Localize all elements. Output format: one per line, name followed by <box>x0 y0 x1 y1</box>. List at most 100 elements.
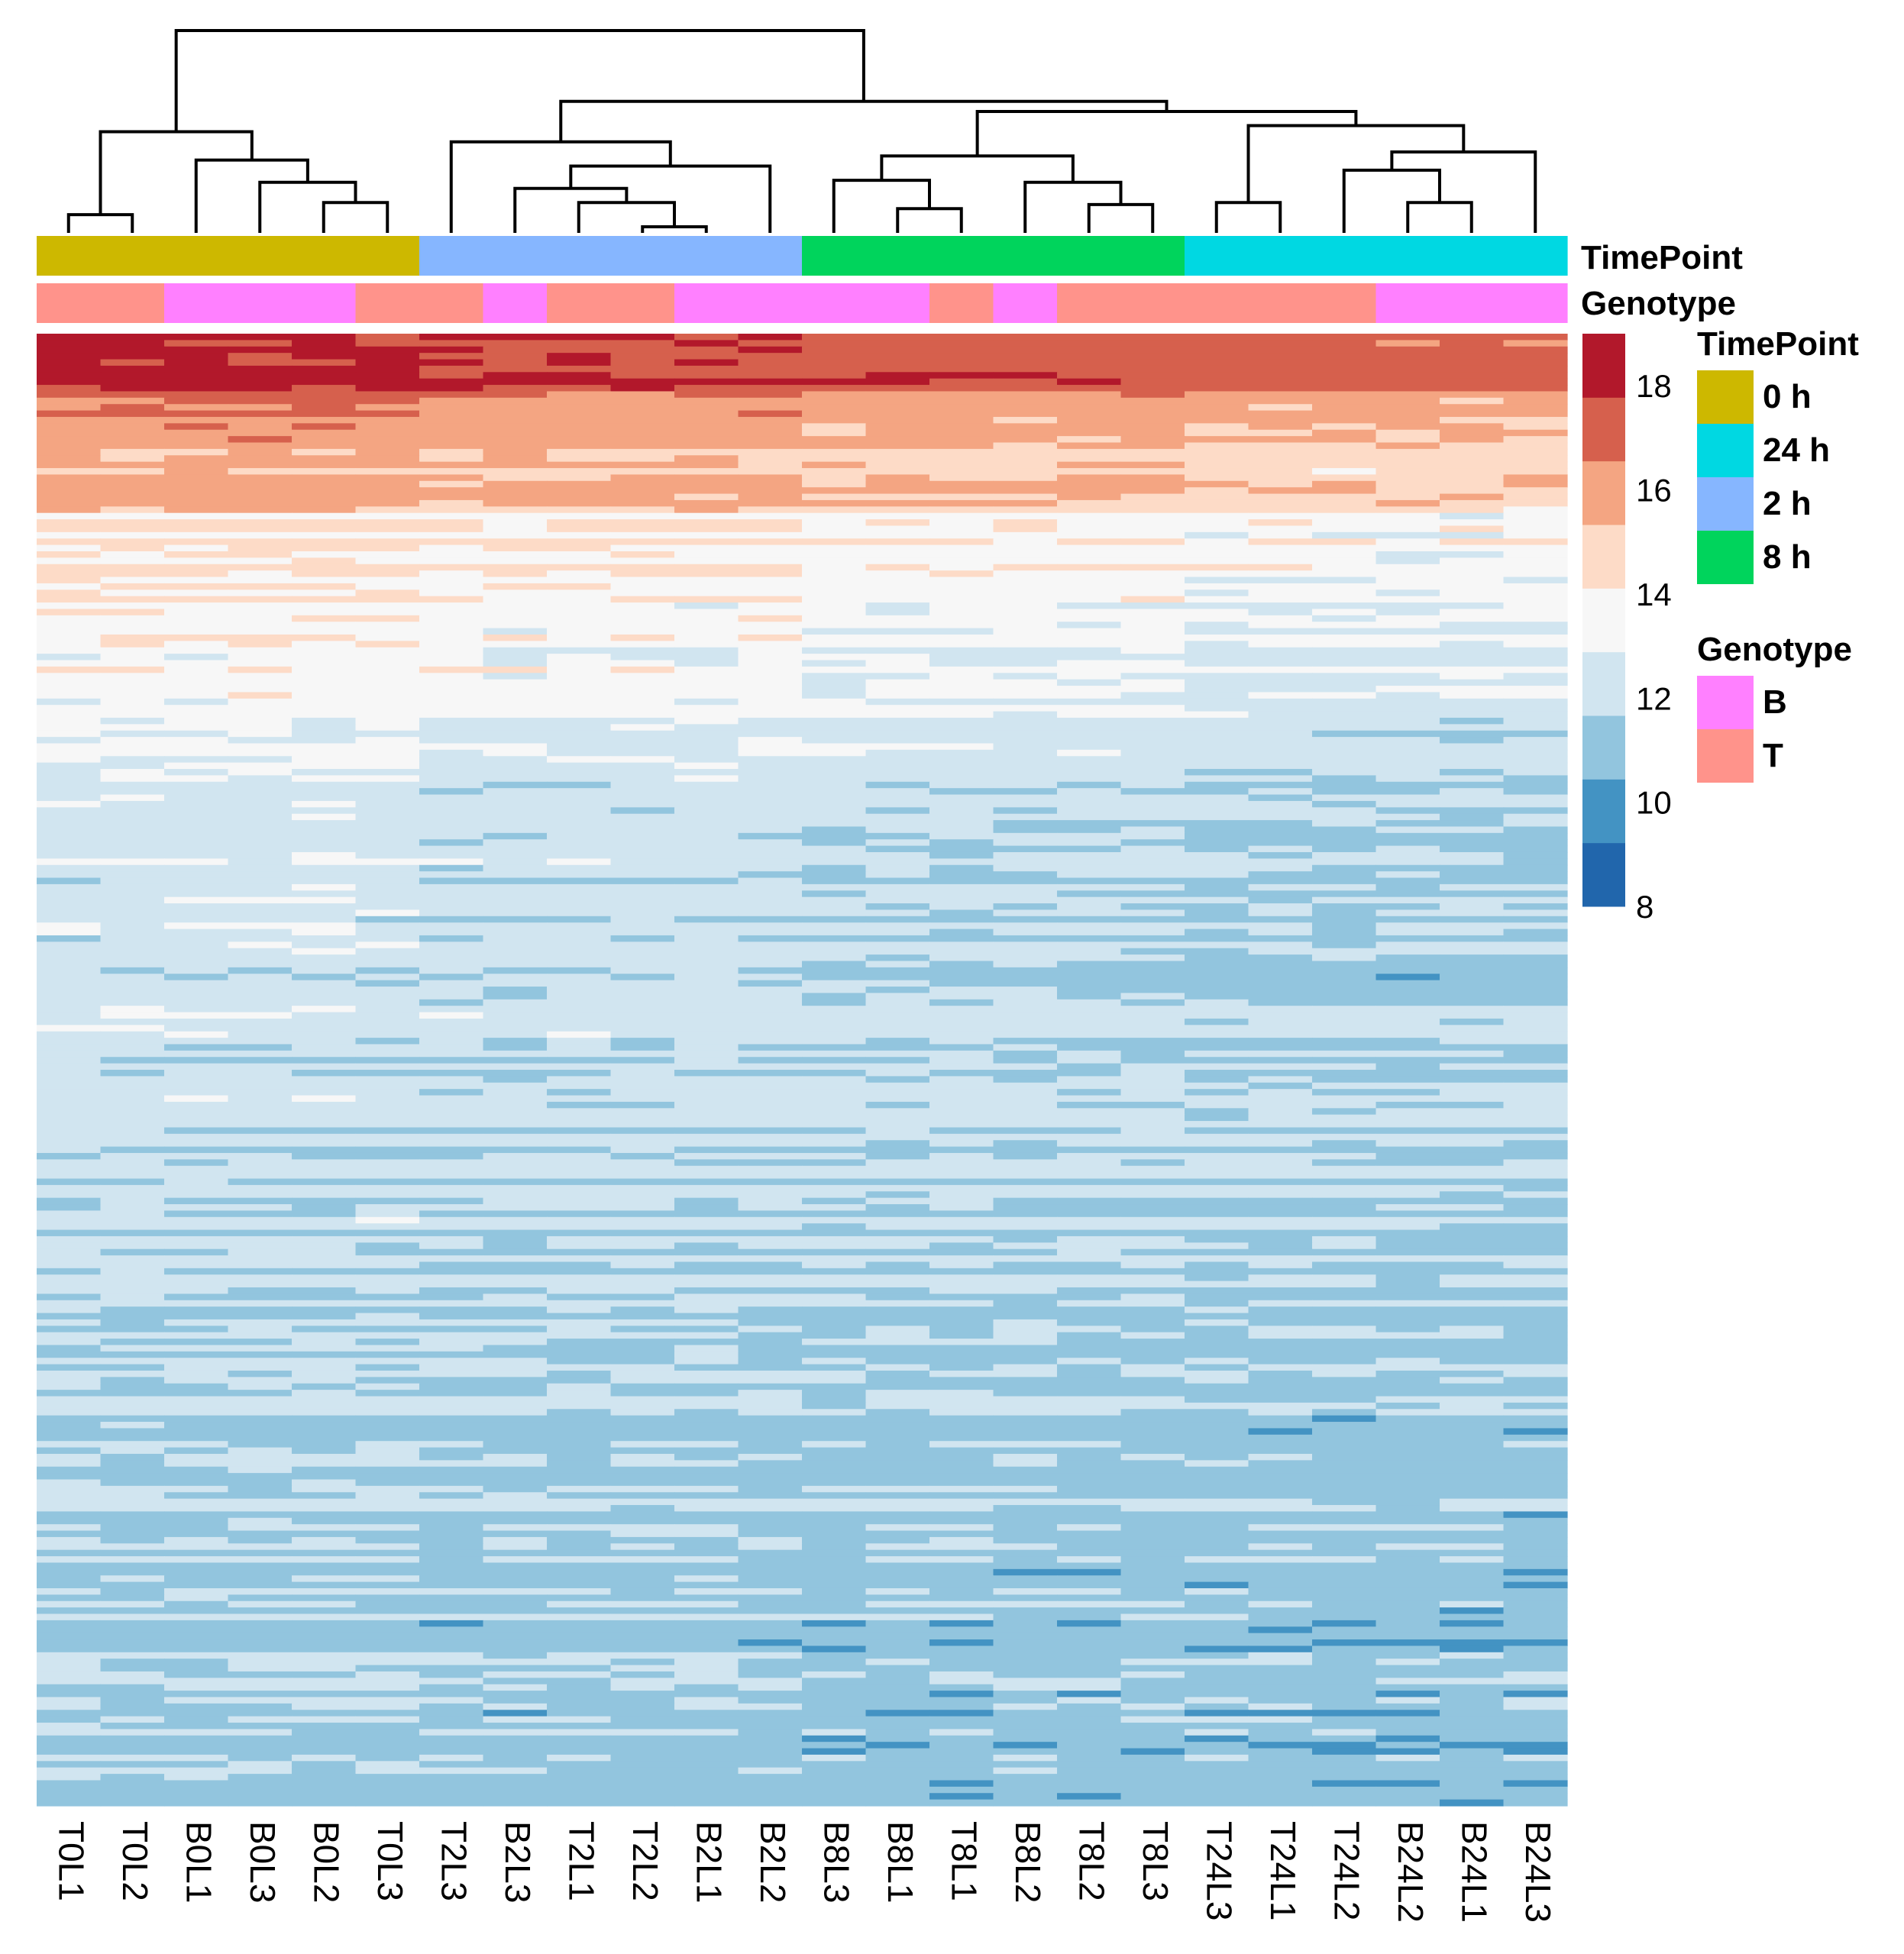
heatmap-cell <box>993 1281 1058 1288</box>
heatmap-cell <box>1185 954 1249 962</box>
heatmap-cell <box>929 1600 994 1608</box>
heatmap-cell <box>1375 679 1440 686</box>
heatmap-cell <box>1248 762 1313 770</box>
heatmap-cell <box>164 993 229 1000</box>
heatmap-cell <box>164 896 229 904</box>
heatmap-cell <box>1120 1012 1185 1019</box>
heatmap-cell <box>738 397 803 405</box>
heatmap-cell <box>865 1114 930 1122</box>
heatmap-cell <box>483 1146 548 1154</box>
heatmap-cell <box>547 749 612 757</box>
heatmap-cell <box>1503 436 1568 444</box>
heatmap-cell <box>993 1498 1058 1506</box>
heatmap-cell <box>929 999 994 1006</box>
heatmap-cell <box>674 1370 739 1377</box>
heatmap-cell <box>483 1242 548 1250</box>
heatmap-cell <box>100 929 165 936</box>
heatmap-cell <box>292 583 357 590</box>
heatmap-cell <box>802 641 867 648</box>
heatmap-cell <box>228 628 293 635</box>
heatmap-cell <box>929 1127 994 1135</box>
heatmap-cell <box>610 1006 675 1013</box>
heatmap-cell <box>1185 1498 1249 1506</box>
heatmap-cell <box>1185 1050 1249 1058</box>
heatmap-cell <box>929 1121 994 1129</box>
heatmap-cell <box>1312 499 1377 507</box>
heatmap-cell <box>419 1587 484 1595</box>
heatmap-cell <box>993 1581 1058 1589</box>
heatmap-cell <box>1312 724 1377 732</box>
heatmap-cell <box>1248 1390 1313 1397</box>
heatmap-cell <box>929 1434 994 1442</box>
heatmap-cell <box>292 1441 357 1449</box>
heatmap-cell <box>37 941 102 949</box>
heatmap-cell <box>419 1101 484 1109</box>
heatmap-cell <box>1248 1358 1313 1365</box>
heatmap-cell <box>37 340 102 347</box>
heatmap-cell <box>1440 1114 1505 1122</box>
heatmap-cell <box>228 1332 293 1339</box>
heatmap-cell <box>610 1536 675 1544</box>
heatmap-cell <box>100 564 165 571</box>
heatmap-cell <box>164 1133 229 1141</box>
heatmap-cell <box>993 820 1058 828</box>
heatmap-cell <box>1248 557 1313 565</box>
heatmap-cell <box>738 813 803 821</box>
heatmap-cell <box>674 577 739 584</box>
heatmap-cell <box>1057 461 1122 469</box>
heatmap-cell <box>1503 1165 1568 1173</box>
heatmap-cell <box>674 1358 739 1365</box>
heatmap-cell <box>228 903 293 911</box>
heatmap-cell <box>164 1402 229 1410</box>
heatmap-cell <box>100 762 165 770</box>
heatmap-cell <box>547 1216 612 1224</box>
heatmap-cell <box>164 499 229 507</box>
heatmap-cell <box>802 1326 867 1333</box>
heatmap-cell <box>164 1441 229 1449</box>
heatmap-cell <box>1185 1018 1249 1025</box>
heatmap-cell <box>37 1517 102 1525</box>
heatmap-cell <box>1503 1428 1568 1436</box>
heatmap-cell <box>37 1268 102 1275</box>
heatmap-cell <box>1057 410 1122 418</box>
genotype-cell <box>1185 283 1249 323</box>
heatmap-cell <box>228 1057 293 1064</box>
heatmap-cell <box>1503 423 1568 431</box>
heatmap-cell <box>292 845 357 853</box>
heatmap-cell <box>929 589 994 597</box>
heatmap-cell <box>1120 929 1185 936</box>
heatmap-cell <box>1312 570 1377 578</box>
heatmap-cell <box>1185 935 1249 942</box>
heatmap-cell <box>1503 974 1568 981</box>
heatmap-cell <box>547 883 612 891</box>
heatmap-cell <box>292 896 357 904</box>
heatmap-cell <box>100 340 165 347</box>
heatmap-cell <box>1312 839 1377 847</box>
heatmap-cell <box>37 531 102 539</box>
heatmap-cell <box>865 1587 930 1595</box>
heatmap-cell <box>1312 1146 1377 1154</box>
heatmap-cell <box>1057 436 1122 444</box>
heatmap-cell <box>674 896 739 904</box>
heatmap-cell <box>164 762 229 770</box>
heatmap-cell <box>865 839 930 847</box>
heatmap-cell <box>355 1530 420 1538</box>
heatmap-cell <box>929 711 994 719</box>
heatmap-cell <box>1185 531 1249 539</box>
heatmap-cell <box>674 1568 739 1576</box>
heatmap-cell <box>1312 1133 1377 1141</box>
heatmap-cell <box>865 1607 930 1615</box>
heatmap-cell <box>37 602 102 610</box>
heatmap-cell <box>292 974 357 981</box>
heatmap-cell <box>802 531 867 539</box>
heatmap-cell <box>1185 1031 1249 1038</box>
heatmap-cell <box>1312 1390 1377 1397</box>
heatmap-cell <box>419 1255 484 1263</box>
heatmap-cell <box>993 922 1058 930</box>
heatmap-cell <box>1185 890 1249 898</box>
heatmap-cell <box>1248 1319 1313 1326</box>
heatmap-cell <box>37 1549 102 1557</box>
heatmap-cell <box>1312 1210 1377 1218</box>
heatmap-cell <box>610 993 675 1000</box>
heatmap-cell <box>929 826 994 834</box>
